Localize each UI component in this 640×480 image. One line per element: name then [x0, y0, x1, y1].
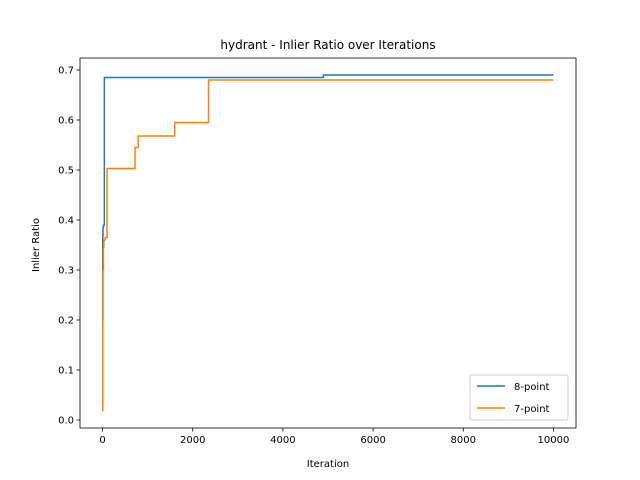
legend-label-7-point: 7-point	[514, 404, 550, 415]
x-tick-label: 4000	[270, 435, 295, 446]
y-axis-label: Inlier Ratio	[31, 218, 42, 272]
y-tick-label: 0.2	[58, 316, 74, 327]
y-tick-label: 0.1	[58, 366, 74, 377]
x-tick-label: 6000	[360, 435, 385, 446]
plot-area	[102, 74, 554, 412]
x-axis-label: Iteration	[307, 459, 349, 470]
y-tick-label: 0.6	[58, 116, 74, 127]
x-tick-label: 2000	[180, 435, 205, 446]
chart-title: hydrant - Inlier Ratio over Iterations	[220, 38, 435, 52]
y-tick-label: 0.3	[58, 266, 74, 277]
y-tick-label: 0.4	[58, 216, 74, 227]
axes-frame	[79, 57, 577, 429]
x-tick-label: 8000	[451, 435, 476, 446]
x-tick-label: 10000	[538, 435, 570, 446]
y-tick-label: 0.7	[58, 66, 74, 77]
y-tick-label: 0.0	[58, 416, 74, 427]
legend-label-8-point: 8-point	[514, 382, 550, 393]
axes: 0 2000 4000 6000 8000 10000 0.0 0.1 0.2 0.3 0.4 0.5…	[58, 57, 577, 446]
x-tick-label: 0	[99, 435, 105, 446]
legend: 8-point 7-point	[469, 374, 569, 421]
y-tick-label: 0.5	[58, 166, 74, 177]
series-line-7-point	[102, 79, 554, 412]
